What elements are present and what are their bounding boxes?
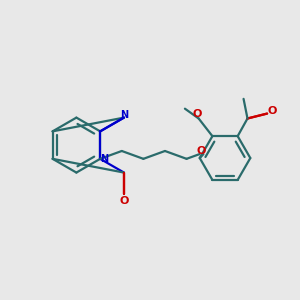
Text: O: O xyxy=(119,196,129,206)
Text: O: O xyxy=(197,146,206,156)
Text: O: O xyxy=(192,109,201,118)
Text: O: O xyxy=(267,106,277,116)
Text: N: N xyxy=(120,110,128,120)
Text: N: N xyxy=(100,154,108,164)
